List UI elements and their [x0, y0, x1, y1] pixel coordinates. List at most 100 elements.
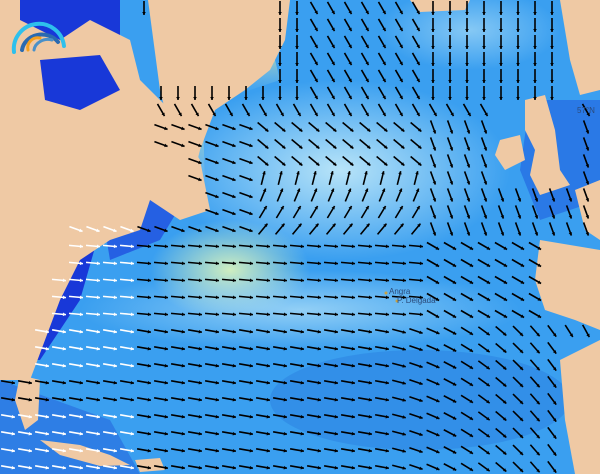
swell-arrow-head	[28, 397, 32, 402]
swell-arrow-head	[435, 381, 440, 386]
swell-arrow-head	[159, 97, 163, 100]
swell-arrow-head	[334, 295, 338, 300]
swell-arrow-head	[283, 363, 287, 368]
swell-arrow-head	[198, 312, 202, 317]
swell-arrow-head	[433, 112, 437, 117]
swell-arrow-head	[365, 61, 369, 66]
swell-arrow-head	[300, 431, 304, 436]
swell-arrow-head	[536, 417, 540, 422]
swell-arrow-head	[419, 432, 423, 437]
swell-arrow-head	[382, 205, 386, 210]
swell-arrow-head	[348, 10, 352, 15]
swell-arrow-head	[28, 448, 32, 453]
swell-arrow-head	[295, 29, 299, 32]
swell-arrow-head	[368, 244, 372, 249]
swell-arrow-head	[452, 331, 457, 335]
swell-arrow-head	[181, 380, 185, 385]
swell-arrow-head	[198, 261, 202, 266]
swell-arrow-head	[585, 198, 590, 202]
swell-arrow-head	[130, 312, 134, 317]
swell-arrow-head	[280, 205, 284, 210]
swell-arrow-head	[536, 451, 540, 456]
swell-arrow-head	[452, 450, 457, 454]
swell-arrow-head	[300, 465, 304, 470]
swell-arrow-head	[469, 399, 473, 403]
swell-arrow-head	[232, 244, 236, 249]
swell-arrow-head	[536, 349, 540, 354]
swell-arrow-head	[520, 246, 525, 250]
swell-arrow-head	[181, 228, 185, 233]
swell-arrow-head	[385, 414, 389, 419]
swell-arrow-head	[11, 448, 15, 453]
swell-arrow-head	[96, 414, 100, 419]
swell-arrow-head	[368, 363, 372, 368]
swell-arrow-head	[147, 329, 151, 334]
swell-arrow-head	[469, 450, 473, 454]
swell-arrow-head	[368, 431, 372, 436]
swell-arrow-head	[266, 278, 270, 283]
swell-arrow-head	[402, 364, 406, 368]
swell-arrow-head	[486, 348, 490, 353]
swell-arrow-head	[499, 97, 503, 100]
swell-arrow-head	[519, 349, 523, 353]
swell-arrow-head	[432, 198, 437, 202]
swell-arrow-head	[249, 278, 253, 283]
iberia	[535, 240, 600, 330]
swell-arrow-head	[435, 415, 440, 420]
swell-arrow-head	[164, 126, 168, 131]
swell-arrow-head	[164, 465, 168, 470]
swell-arrow-head	[298, 128, 303, 132]
swell-arrow-head	[79, 244, 83, 249]
swell-arrow-head	[402, 432, 406, 436]
swell-arrow-head	[516, 12, 520, 15]
swell-arrow-head	[517, 198, 522, 202]
swell-arrow-head	[351, 414, 355, 419]
labrador-bay	[40, 55, 120, 110]
swell-arrow-head	[568, 198, 573, 202]
swell-arrow-head	[181, 329, 185, 334]
swell-arrow-head	[416, 27, 420, 32]
swell-arrow-head	[585, 232, 590, 236]
swell-arrow-head	[262, 171, 266, 175]
swell-arrow-head	[45, 363, 49, 368]
swell-arrow-head	[402, 244, 406, 249]
swell-arrow-head	[215, 228, 219, 233]
swell-arrow-head	[351, 448, 355, 453]
swell-arrow-head	[419, 466, 423, 471]
swell-arrow-head	[402, 398, 406, 402]
swell-arrow-head	[334, 380, 338, 385]
swell-arrow-head	[334, 261, 338, 266]
swell-arrow-head	[315, 128, 320, 132]
swell-arrow-head	[79, 329, 83, 334]
swell-arrow-head	[351, 465, 355, 470]
swell-arrow-head	[232, 414, 236, 419]
swell-arrow-head	[502, 366, 507, 370]
swell-arrow-head	[417, 162, 422, 166]
swell-arrow-head	[300, 397, 304, 402]
swell-arrow-head	[332, 145, 337, 149]
swell-arrow-head	[331, 61, 335, 66]
swell-arrow-head	[147, 363, 151, 368]
swell-arrow-head	[96, 363, 100, 368]
swell-arrow-head	[331, 112, 335, 117]
swell-arrow-head	[164, 295, 168, 300]
swell-arrow-head	[215, 380, 219, 385]
swell-arrow-head	[232, 143, 236, 148]
swell-arrow-head	[113, 278, 117, 283]
swell-arrow-head	[486, 246, 491, 250]
swell-arrow-head	[315, 145, 320, 149]
swell-arrow-head	[502, 417, 507, 421]
swell-arrow-head	[550, 46, 554, 49]
swell-arrow-head	[96, 431, 100, 436]
swell-arrow-head	[385, 448, 389, 453]
swell-arrow-head	[368, 448, 372, 453]
swell-arrow-head	[382, 10, 386, 15]
swell-arrow-head	[232, 363, 236, 368]
swell-arrow-head	[351, 261, 355, 266]
swell-arrow-head	[317, 397, 321, 402]
swell-arrow-head	[449, 147, 454, 151]
place-labels: Angra P. Delgada 57°N	[384, 106, 595, 305]
swell-arrow-head	[164, 346, 168, 351]
